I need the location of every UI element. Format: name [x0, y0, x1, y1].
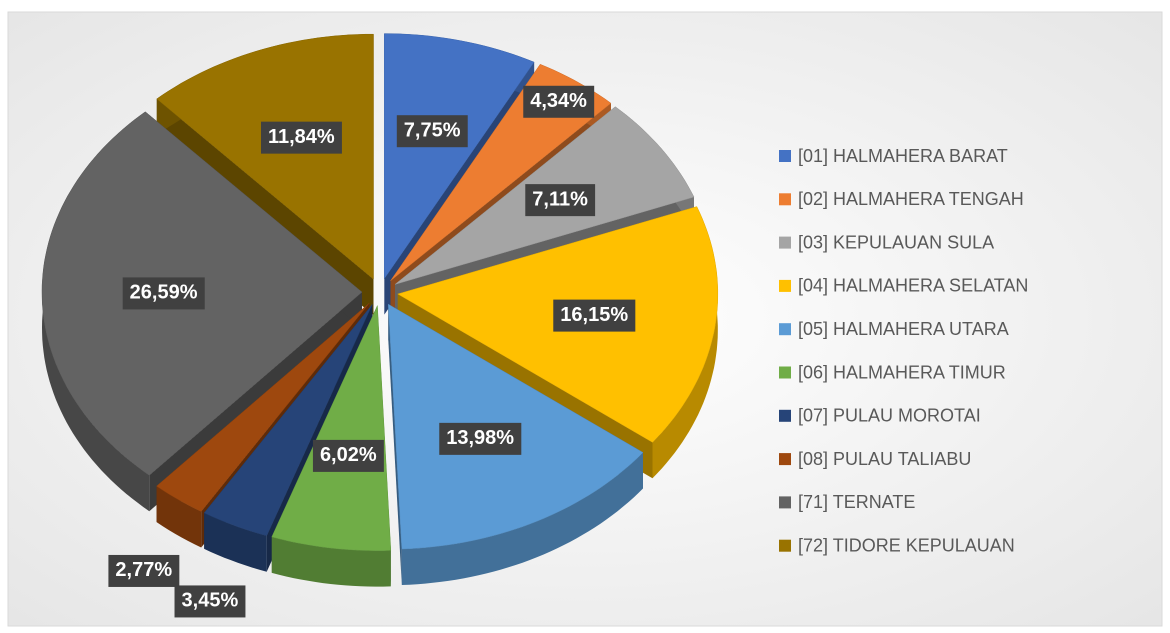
slice: [384, 33, 535, 280]
slice: [390, 63, 612, 281]
slice: [203, 304, 373, 536]
legend-label: [72] TIDORE KEPULAUAN: [798, 535, 1015, 555]
data-label: 3,45%: [182, 590, 239, 612]
legend-swatch: [779, 539, 791, 552]
legend-swatch: [779, 366, 791, 379]
data-label-box: [523, 85, 595, 118]
pie: [41, 33, 719, 587]
data-labels: 7,75% 4,34% 7,11% 16,15% 13,98% 6,02% 3,45% 2,7…: [108, 85, 636, 618]
slice-wall: [204, 512, 267, 572]
data-label-box: [553, 299, 636, 332]
legend-label: [01] HALMAHERA BARAT: [798, 146, 1008, 166]
slice-wall: [401, 452, 643, 585]
data-label-box: [396, 115, 468, 148]
legend-swatch: [779, 409, 791, 422]
legend-swatch: [779, 236, 791, 249]
data-label: 2,77%: [115, 559, 172, 581]
data-label: 4,34%: [530, 90, 587, 112]
data-label-box: [439, 422, 522, 455]
legend-label: [08] PULAU TALIABU: [798, 449, 971, 469]
legend-label: [71] TERNATE: [798, 492, 915, 512]
slice-wall: [652, 206, 718, 479]
slice: [156, 33, 374, 280]
data-label-box: [525, 184, 596, 217]
data-label: 7,75%: [404, 119, 461, 141]
legend-swatch: [779, 453, 791, 466]
legend: [01] HALMAHERA BARAT [02] HALMAHERA TENGA…: [779, 146, 1028, 555]
legend-swatch: [779, 150, 791, 162]
legend-swatch: [779, 323, 791, 336]
data-label: 16,15%: [560, 304, 628, 326]
legend-label: [06] HALMAHERA TIMUR: [798, 362, 1006, 382]
data-label-box: [312, 439, 384, 472]
data-label-box: [122, 277, 205, 310]
legend-swatch: [779, 279, 791, 292]
data-label-box: [108, 554, 180, 587]
legend-label: [03] KEPULAUAN SULA: [798, 232, 994, 252]
data-label: 6,02%: [320, 444, 377, 466]
legend-swatch: [779, 193, 791, 206]
slice-wall: [156, 486, 202, 548]
data-label-box: [260, 121, 342, 154]
data-label-box: [174, 585, 246, 618]
legend-label: [04] HALMAHERA SELATAN: [798, 276, 1028, 296]
legend-swatch: [779, 496, 791, 509]
slice: [271, 305, 392, 551]
legend-label: [05] HALMAHERA UTARA: [798, 319, 1009, 339]
slice-wall: [271, 536, 391, 587]
slice: [156, 302, 370, 512]
data-label: 13,98%: [446, 427, 514, 449]
slice-side: [388, 304, 402, 585]
legend-label: [07] PULAU MOROTAI: [798, 406, 981, 426]
data-label: 26,59%: [130, 282, 198, 304]
data-label: 11,84%: [268, 126, 335, 148]
data-label: 7,11%: [532, 188, 588, 210]
legend-label: [02] HALMAHERA TENGAH: [798, 189, 1024, 209]
